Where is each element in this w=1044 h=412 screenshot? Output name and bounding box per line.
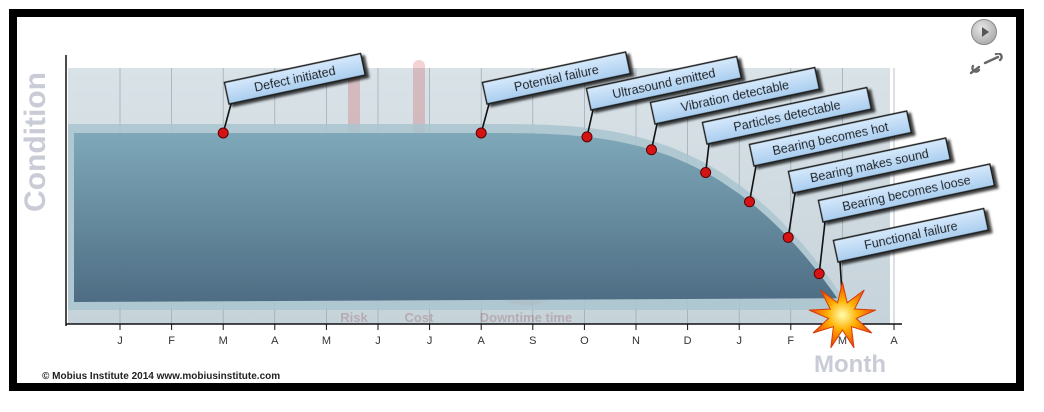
event-marker — [700, 167, 712, 179]
month-tick-label: F — [787, 335, 794, 347]
downtime-watermark-label: Downtime time — [480, 310, 572, 325]
event-callout-box — [481, 51, 632, 105]
month-tick-label: M — [322, 335, 331, 347]
event-callout-box — [832, 207, 990, 263]
month-tick-label: N — [632, 335, 640, 347]
month-tick-label: M — [838, 335, 847, 347]
event-callout-box — [817, 163, 996, 223]
event-marker — [813, 268, 825, 280]
play-icon[interactable] — [971, 19, 997, 45]
event-leader-line — [818, 221, 826, 274]
month-tick-label: F — [168, 335, 175, 347]
x-axis-title: Month — [814, 351, 886, 378]
month-tick-label: A — [478, 335, 486, 347]
month-tick-label: J — [736, 335, 742, 347]
risk-watermark-label: Risk — [340, 310, 368, 325]
copyright-footer: © Mobius Institute 2014 www.mobiusinstit… — [42, 371, 281, 382]
event-callout-box — [701, 86, 873, 145]
event-leader-line — [787, 192, 796, 238]
failure-burst-icon — [808, 281, 877, 349]
event-callout-box — [223, 52, 366, 105]
event-marker — [782, 231, 794, 243]
event-marker — [217, 127, 229, 139]
event-marker — [475, 127, 487, 139]
event-callout-box — [649, 66, 821, 125]
month-tick-label: O — [580, 335, 589, 347]
event-marker — [645, 144, 657, 156]
cost-watermark-label: Cost — [405, 310, 435, 325]
month-tick-label: A — [890, 335, 898, 347]
event-callout-box — [748, 110, 913, 167]
event-9: Functional failure — [808, 207, 990, 349]
month-tick-label: J — [375, 335, 381, 347]
month-tick-label: J — [427, 335, 433, 347]
event-marker — [744, 196, 756, 208]
month-tick-label: D — [684, 335, 692, 347]
wrench-icon[interactable] — [968, 53, 1004, 77]
condition-curve-area — [73, 133, 838, 302]
month-tick-label: J — [117, 335, 123, 347]
event-marker — [581, 131, 593, 143]
month-tick-label: S — [529, 335, 536, 347]
month-tick-label: M — [219, 335, 228, 347]
event-callout-box — [787, 137, 952, 194]
event-callout-box — [585, 55, 743, 111]
month-tick-label: A — [271, 335, 279, 347]
event-leader-line — [748, 165, 757, 202]
y-axis-title: Condition — [19, 72, 52, 212]
